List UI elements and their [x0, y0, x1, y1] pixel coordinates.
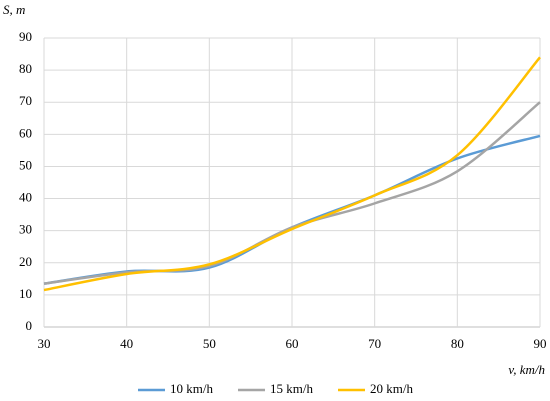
y-axis-label: S, m — [3, 2, 25, 17]
legend-label: 15 km/h — [270, 381, 313, 396]
x-tick-label: 80 — [451, 336, 464, 351]
y-tick-label: 70 — [19, 93, 32, 108]
y-tick-label: 80 — [19, 61, 32, 76]
x-tick-label: 50 — [203, 336, 216, 351]
x-tick-label: 40 — [120, 336, 133, 351]
y-tick-label: 0 — [26, 318, 33, 333]
y-tick-label: 50 — [19, 157, 32, 172]
x-tick-label: 90 — [534, 336, 547, 351]
series-line — [43, 101, 541, 285]
x-tick-label: 70 — [368, 336, 381, 351]
x-tick-label: 30 — [38, 336, 51, 351]
x-axis-label: v, km/h — [508, 362, 545, 377]
y-tick-label: 30 — [19, 222, 32, 237]
y-tick-label: 40 — [19, 190, 32, 205]
legend-label: 10 km/h — [170, 381, 213, 396]
series-line — [43, 56, 541, 292]
legend-label: 20 km/h — [370, 381, 413, 396]
y-tick-label: 10 — [19, 286, 32, 301]
y-tick-label: 20 — [19, 254, 32, 269]
x-tick-label: 60 — [286, 336, 299, 351]
y-tick-label: 90 — [19, 29, 32, 44]
y-tick-label: 60 — [19, 125, 32, 140]
